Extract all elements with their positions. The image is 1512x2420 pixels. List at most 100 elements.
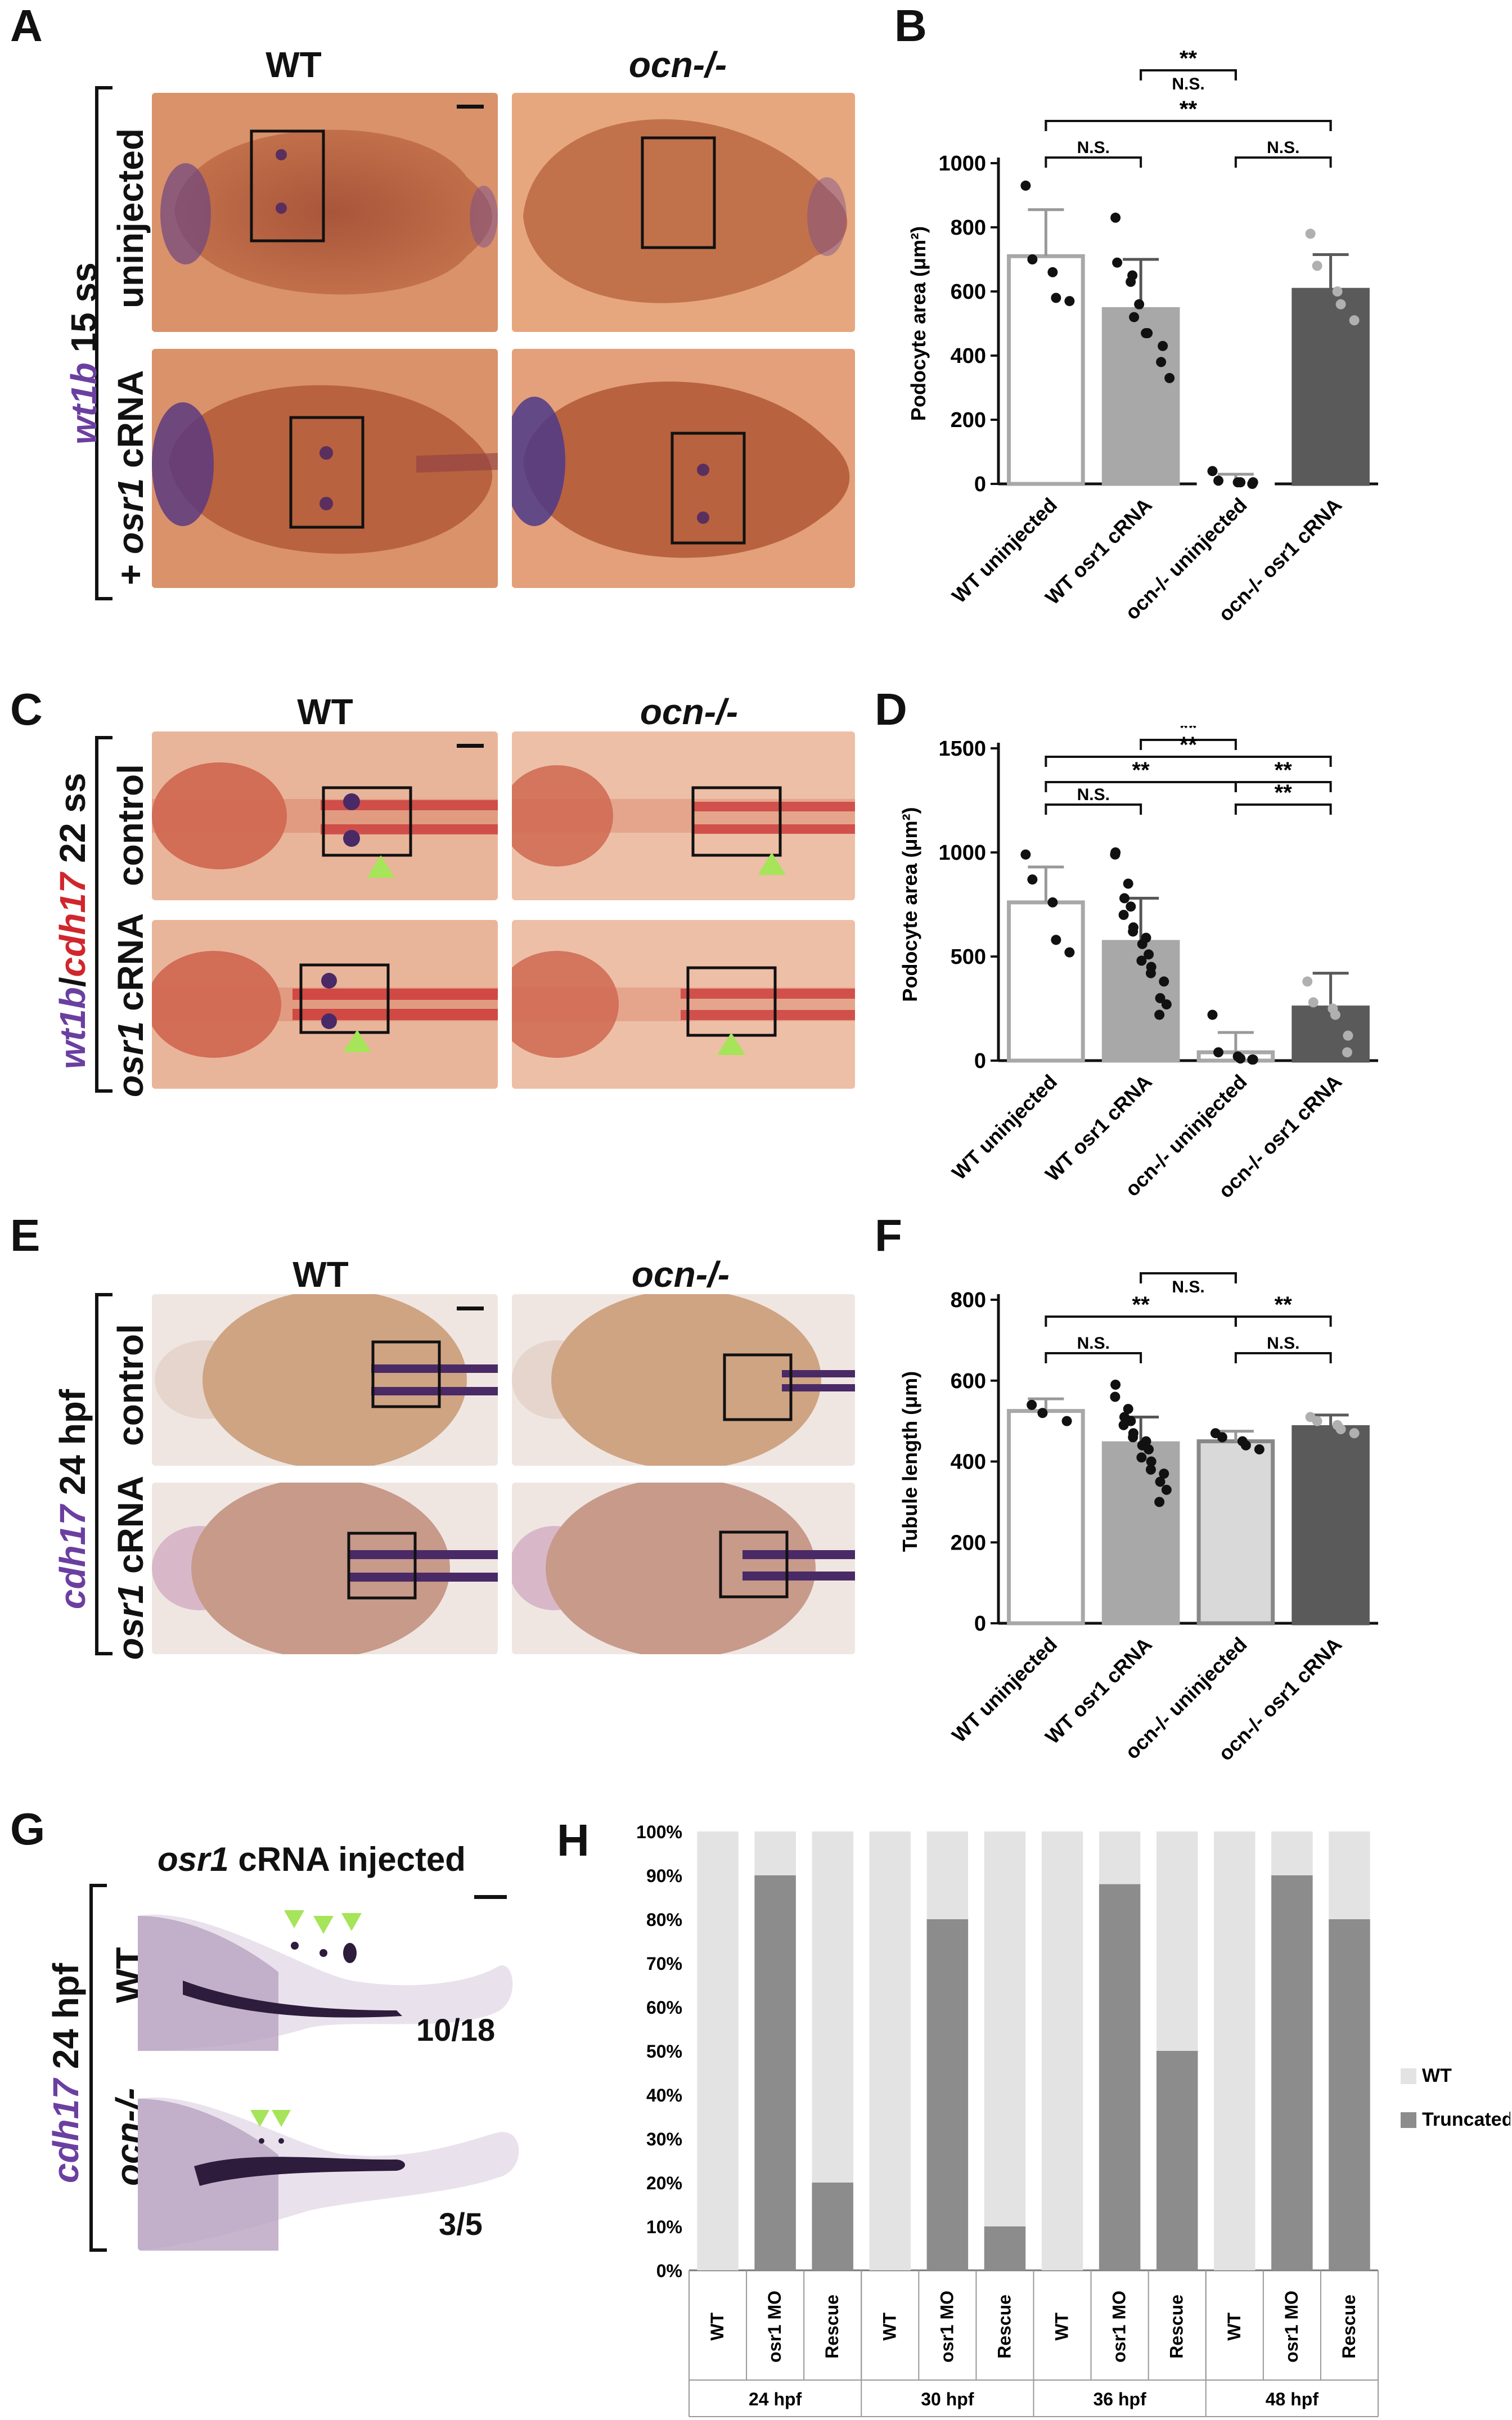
photo-a-wt-osr1	[152, 349, 498, 588]
osr1-gene-c: osr1	[110, 1021, 151, 1097]
bar-ocn-osr1-crna	[1292, 288, 1370, 486]
data-point	[1308, 997, 1318, 1008]
crna-suffix-c: cRNA	[110, 913, 151, 1012]
data-point	[1146, 1456, 1156, 1467]
title-g: osr1 cRNA injected	[158, 1840, 466, 1879]
data-point	[1213, 475, 1224, 486]
scale-bar-e	[457, 1306, 484, 1310]
significance-bracket	[1045, 1315, 1237, 1327]
scale-bar-g	[474, 1895, 507, 1899]
y-tick-label: 50%	[646, 2041, 682, 2062]
y-tick-label: 100%	[636, 1822, 682, 1842]
x-tick-label: WT	[707, 2313, 727, 2341]
probe-cdh17-g: cdh17	[46, 2079, 86, 2183]
bar-wt-uninjected	[1007, 254, 1085, 486]
data-point	[1145, 968, 1156, 978]
panel-letter-g: G	[10, 1804, 46, 1854]
scale-bar-a	[457, 105, 484, 109]
y-tick-label: 600	[951, 280, 986, 304]
row-bracket-g	[89, 1884, 107, 2252]
y-tick-label: 0%	[656, 2261, 682, 2281]
data-point	[1123, 878, 1133, 889]
data-point	[1155, 1476, 1166, 1487]
data-point	[1342, 1047, 1353, 1058]
significance-bracket	[1045, 120, 1332, 131]
probe-cdh17-e: cdh17	[52, 1505, 93, 1609]
label-probe-stage-a: wt1b 15 ss	[63, 262, 105, 445]
row-bracket-c	[95, 736, 112, 1093]
data-point	[1302, 976, 1313, 987]
count-wt-g: 10/18	[416, 2012, 496, 2048]
probe-wt1b-a: wt1b	[64, 362, 104, 445]
col-title-ocn-c: ocn-/-	[640, 692, 739, 732]
bar-wt	[697, 1831, 739, 2270]
col-title-wt-c: WT	[297, 692, 353, 732]
data-point	[1112, 257, 1123, 268]
data-point	[1047, 267, 1058, 277]
plus-sign: +	[110, 564, 151, 585]
significance-bracket	[1045, 120, 1332, 131]
data-point	[1061, 1416, 1072, 1426]
data-point	[1110, 212, 1121, 223]
bar-wt	[1271, 1831, 1313, 1875]
data-point	[1051, 293, 1061, 303]
row-label-osr1-c: osr1 cRNA	[110, 913, 151, 1097]
data-point	[1020, 849, 1031, 860]
bar-truncated	[926, 1919, 969, 2270]
significance-bracket	[1045, 1352, 1142, 1363]
data-point	[1037, 1408, 1048, 1418]
data-point	[1349, 1428, 1360, 1439]
significance-label: **	[1180, 97, 1198, 122]
panel-letter-c: C	[10, 684, 43, 734]
panel-letter-a: A	[10, 1, 43, 51]
significance-bracket	[1045, 803, 1142, 815]
x-tick-label: osr1 MO	[764, 2291, 785, 2363]
bar-wt	[869, 1831, 911, 2270]
bar-wt	[1329, 1831, 1370, 1919]
y-tick-label: 0	[974, 473, 986, 496]
bar-truncated	[754, 1875, 796, 2270]
data-point	[1213, 1047, 1224, 1058]
y-axis-label: Podocyte area (μm²)	[907, 226, 930, 421]
crna-suffix-e: cRNA	[110, 1475, 151, 1574]
legend-label: Truncated	[1422, 2109, 1510, 2130]
significance-label: N.S.	[1077, 785, 1110, 804]
significance-label: **	[1180, 51, 1198, 71]
data-point	[1207, 1009, 1218, 1020]
stage-g: 24 hpf	[46, 1963, 86, 2069]
significance-label: **	[1180, 733, 1198, 757]
data-point	[1240, 1440, 1251, 1451]
y-tick-label: 80%	[646, 1910, 682, 1930]
data-point	[1027, 1399, 1037, 1410]
y-axis-label: Tubule length (μm)	[898, 1371, 921, 1552]
osr1-gene-e: osr1	[110, 1583, 151, 1660]
y-tick-label: 400	[951, 344, 986, 368]
bar-wt	[1041, 1831, 1083, 2270]
stage-e: 24 hpf	[52, 1389, 93, 1496]
significance-bracket	[1140, 69, 1237, 80]
data-point	[1145, 1464, 1156, 1475]
y-tick-label: 600	[951, 1370, 986, 1393]
legend-swatch	[1401, 2068, 1416, 2084]
data-point	[1064, 947, 1075, 958]
group-label: 24 hpf	[749, 2389, 802, 2409]
significance-label: **	[1180, 1263, 1198, 1274]
title-g-rest: cRNA injected	[238, 1840, 466, 1878]
significance-label: N.S.	[1267, 138, 1299, 157]
data-point	[1119, 893, 1130, 904]
data-point	[1312, 1416, 1322, 1426]
data-point	[1330, 1009, 1340, 1020]
label-probe-stage-c: wt1b/cdh17 22 ss	[52, 773, 93, 1069]
data-point	[1207, 466, 1218, 477]
data-point	[1047, 897, 1058, 908]
x-tick-label: Rescue	[994, 2295, 1014, 2359]
bar-truncated	[812, 2183, 853, 2270]
probe-cdh17-c: cdh17	[52, 873, 93, 977]
stage-c: 22 ss	[52, 773, 93, 863]
data-point	[1110, 1379, 1121, 1390]
significance-bracket	[1140, 1272, 1237, 1283]
bar-truncated	[1271, 1875, 1313, 2270]
